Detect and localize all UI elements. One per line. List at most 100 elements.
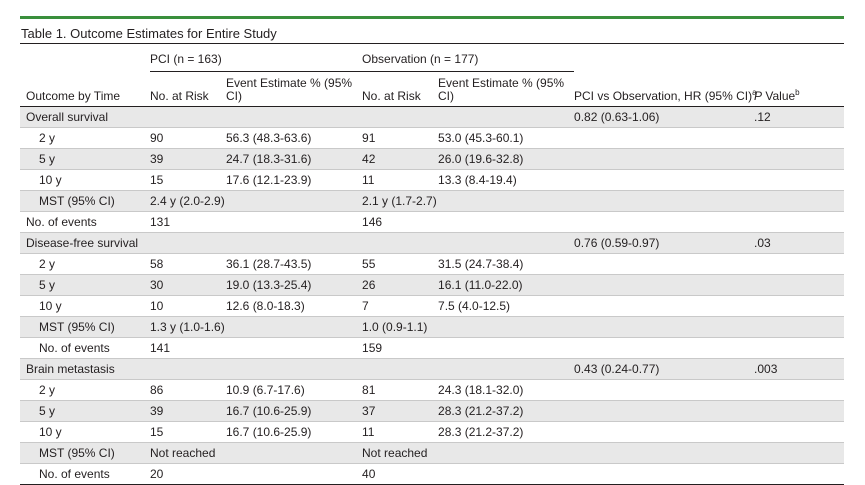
- obs-event-estimate: [438, 337, 575, 359]
- pci-no-at-risk: 90: [150, 127, 226, 149]
- p-value: [754, 295, 845, 317]
- pci-no-at-risk: [150, 106, 226, 128]
- obs-no-at-risk: [362, 232, 439, 254]
- pci-no-at-risk: 131: [150, 211, 226, 233]
- p-value: [754, 169, 845, 191]
- row-label: 2 y: [20, 379, 150, 401]
- row-label: Brain metastasis: [20, 358, 150, 380]
- pci-event-estimate: 16.7 (10.6-25.9): [226, 400, 363, 422]
- pci-event-estimate: 56.3 (48.3-63.6): [226, 127, 363, 149]
- pci-no-at-risk: 86: [150, 379, 226, 401]
- pci-mst: Not reached: [150, 442, 363, 464]
- pci-no-at-risk: 58: [150, 253, 226, 275]
- pci-no-at-risk: 10: [150, 295, 226, 317]
- table-body: Overall survival 0.82 (0.63-1.06) .12 2 y 90…: [20, 106, 845, 485]
- col-header-p-footnote: b: [795, 88, 800, 97]
- pci-event-estimate: 10.9 (6.7-17.6): [226, 379, 363, 401]
- col-header-obs-estimate: Event Estimate % (95% CI): [438, 76, 565, 103]
- pci-no-at-risk: 20: [150, 463, 226, 485]
- table-row: 2 y 86 10.9 (6.7-17.6) 81 24.3 (18.1-32.0): [20, 379, 845, 401]
- obs-no-at-risk: 81: [362, 379, 439, 401]
- obs-event-estimate: [438, 106, 575, 128]
- col-header-hr: PCI vs Observation, HR (95% CI)a: [574, 72, 757, 107]
- obs-event-estimate: 24.3 (18.1-32.0): [438, 379, 575, 401]
- p-value: [754, 337, 845, 359]
- pci-event-estimate: [226, 337, 363, 359]
- table-row: 10 y 15 16.7 (10.6-25.9) 11 28.3 (21.2-37.2): [20, 421, 845, 443]
- obs-no-at-risk: 37: [362, 400, 439, 422]
- table-row: 2 y 90 56.3 (48.3-63.6) 91 53.0 (45.3-60.1): [20, 127, 845, 149]
- p-value: [754, 274, 845, 296]
- table-row: 2 y 58 36.1 (28.7-43.5) 55 31.5 (24.7-38.4): [20, 253, 845, 275]
- pci-no-at-risk: 39: [150, 400, 226, 422]
- row-label: 2 y: [20, 127, 150, 149]
- obs-event-estimate: [438, 232, 575, 254]
- obs-no-at-risk: [362, 358, 439, 380]
- pci-no-at-risk: 30: [150, 274, 226, 296]
- pci-event-estimate: [226, 106, 363, 128]
- pci-event-estimate: [226, 211, 363, 233]
- hazard-ratio: [574, 295, 755, 317]
- row-label: MST (95% CI): [20, 190, 150, 212]
- pci-no-at-risk: [150, 232, 226, 254]
- group-header-pci: PCI (n = 163): [150, 44, 363, 72]
- obs-no-at-risk: [362, 106, 439, 128]
- obs-event-estimate: 53.0 (45.3-60.1): [438, 127, 575, 149]
- table-row: 5 y 30 19.0 (13.3-25.4) 26 16.1 (11.0-22.0): [20, 274, 845, 296]
- table-row: 10 y 10 12.6 (8.0-18.3) 7 7.5 (4.0-12.5): [20, 295, 845, 317]
- pci-event-estimate: [226, 232, 363, 254]
- row-label: MST (95% CI): [20, 316, 150, 338]
- p-value: [754, 400, 845, 422]
- pci-no-at-risk: 39: [150, 148, 226, 170]
- obs-no-at-risk: 55: [362, 253, 439, 275]
- row-label: 10 y: [20, 295, 150, 317]
- hazard-ratio: [574, 148, 755, 170]
- pci-event-estimate: 12.6 (8.0-18.3): [226, 295, 363, 317]
- row-label: 5 y: [20, 400, 150, 422]
- p-value: [754, 148, 845, 170]
- obs-mst: 2.1 y (1.7-2.7): [362, 190, 575, 212]
- table-row: MST (95% CI) 1.3 y (1.0-1.6) 1.0 (0.9-1.1): [20, 316, 845, 338]
- col-header-pci-risk: No. at Risk: [150, 89, 209, 103]
- hazard-ratio: [574, 400, 755, 422]
- table-row: MST (95% CI) 2.4 y (2.0-2.9) 2.1 y (1.7-2.…: [20, 190, 845, 212]
- row-label: Overall survival: [20, 106, 150, 128]
- table-row: No. of events 141 159: [20, 337, 845, 359]
- pci-event-estimate: [226, 463, 363, 485]
- col-header-obs-risk: No. at Risk: [362, 89, 421, 103]
- table-row: Disease-free survival 0.76 (0.59-0.97) .03: [20, 232, 845, 254]
- obs-event-estimate: 7.5 (4.0-12.5): [438, 295, 575, 317]
- obs-event-estimate: [438, 211, 575, 233]
- hazard-ratio: 0.76 (0.59-0.97): [574, 232, 755, 254]
- row-label: 2 y: [20, 253, 150, 275]
- p-value: [754, 421, 845, 443]
- obs-event-estimate: [438, 358, 575, 380]
- obs-event-estimate: 16.1 (11.0-22.0): [438, 274, 575, 296]
- pci-mst: 1.3 y (1.0-1.6): [150, 316, 363, 338]
- hazard-ratio: [574, 316, 755, 338]
- row-label: 10 y: [20, 421, 150, 443]
- table-container: Table 1. Outcome Estimates for Entire St…: [20, 16, 845, 485]
- p-value: [754, 463, 845, 485]
- col-header-hr-footnote: a: [752, 88, 757, 97]
- table-row: 5 y 39 24.7 (18.3-31.6) 42 26.0 (19.6-32.8): [20, 148, 845, 170]
- obs-event-estimate: 26.0 (19.6-32.8): [438, 148, 575, 170]
- table-row: 10 y 15 17.6 (12.1-23.9) 11 13.3 (8.4-19.4): [20, 169, 845, 191]
- hazard-ratio: [574, 169, 755, 191]
- group-header-row: PCI (n = 163) Observation (n = 177): [20, 44, 844, 72]
- col-header-p-text: Value: [762, 89, 796, 103]
- col-header-p-letter: P: [754, 89, 763, 103]
- hazard-ratio: [574, 379, 755, 401]
- outcome-table: PCI (n = 163) Observation (n = 177) Outc…: [20, 44, 845, 485]
- hazard-ratio: 0.82 (0.63-1.06): [574, 106, 755, 128]
- row-label: MST (95% CI): [20, 442, 150, 464]
- obs-no-at-risk: 40: [362, 463, 439, 485]
- pci-no-at-risk: 15: [150, 169, 226, 191]
- pci-no-at-risk: [150, 358, 226, 380]
- table-row: 5 y 39 16.7 (10.6-25.9) 37 28.3 (21.2-37.2): [20, 400, 845, 422]
- obs-event-estimate: [438, 463, 575, 485]
- col-header-p-value: P Valueb: [754, 72, 844, 107]
- row-label: No. of events: [20, 211, 150, 233]
- table-title: Table 1. Outcome Estimates for Entire St…: [21, 26, 277, 41]
- obs-mst: Not reached: [362, 442, 575, 464]
